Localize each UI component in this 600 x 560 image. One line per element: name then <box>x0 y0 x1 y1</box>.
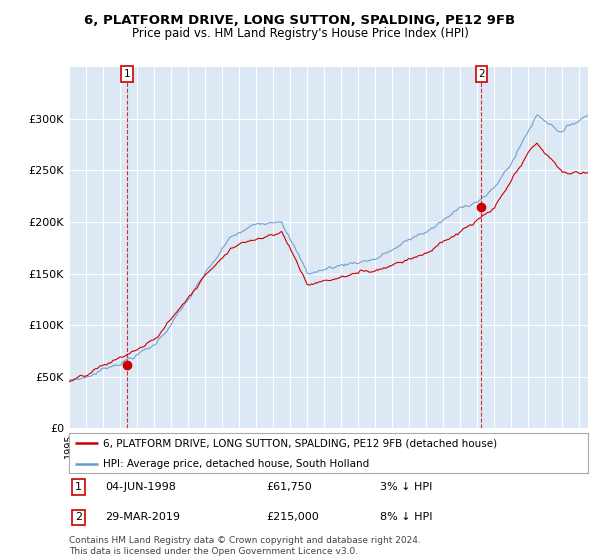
Text: 04-JUN-1998: 04-JUN-1998 <box>106 482 176 492</box>
Text: 1: 1 <box>124 69 131 79</box>
Text: 8% ↓ HPI: 8% ↓ HPI <box>380 512 433 522</box>
Text: 6, PLATFORM DRIVE, LONG SUTTON, SPALDING, PE12 9FB (detached house): 6, PLATFORM DRIVE, LONG SUTTON, SPALDING… <box>103 438 497 449</box>
Text: Price paid vs. HM Land Registry's House Price Index (HPI): Price paid vs. HM Land Registry's House … <box>131 27 469 40</box>
Text: 2: 2 <box>75 512 82 522</box>
Text: 3% ↓ HPI: 3% ↓ HPI <box>380 482 433 492</box>
Text: 6, PLATFORM DRIVE, LONG SUTTON, SPALDING, PE12 9FB: 6, PLATFORM DRIVE, LONG SUTTON, SPALDING… <box>85 14 515 27</box>
Text: 1: 1 <box>75 482 82 492</box>
Text: 2: 2 <box>478 69 485 79</box>
Text: 29-MAR-2019: 29-MAR-2019 <box>106 512 181 522</box>
Text: HPI: Average price, detached house, South Holland: HPI: Average price, detached house, Sout… <box>103 459 369 469</box>
Text: £215,000: £215,000 <box>266 512 319 522</box>
Text: Contains HM Land Registry data © Crown copyright and database right 2024.
This d: Contains HM Land Registry data © Crown c… <box>69 536 421 556</box>
Text: £61,750: £61,750 <box>266 482 312 492</box>
